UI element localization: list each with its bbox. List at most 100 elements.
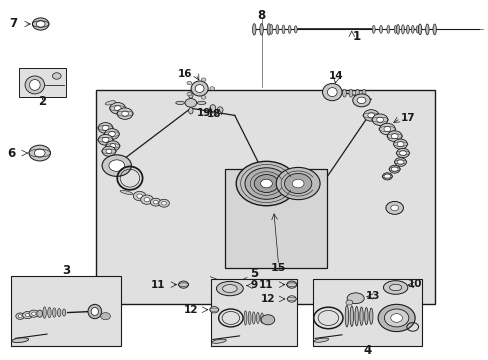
Ellipse shape — [29, 80, 40, 90]
Ellipse shape — [37, 310, 42, 317]
Circle shape — [102, 137, 109, 142]
Circle shape — [102, 146, 116, 156]
Ellipse shape — [188, 92, 193, 98]
Circle shape — [382, 173, 391, 180]
Ellipse shape — [269, 24, 272, 35]
Ellipse shape — [346, 293, 364, 303]
Ellipse shape — [211, 339, 226, 343]
Ellipse shape — [355, 89, 359, 97]
Ellipse shape — [364, 307, 367, 325]
Ellipse shape — [252, 312, 255, 324]
Circle shape — [32, 18, 49, 30]
Circle shape — [29, 145, 50, 161]
Ellipse shape — [294, 26, 297, 33]
Text: 11: 11 — [150, 280, 164, 289]
Circle shape — [379, 123, 394, 135]
Ellipse shape — [417, 24, 421, 35]
Circle shape — [276, 167, 320, 200]
Circle shape — [32, 312, 36, 315]
Circle shape — [108, 131, 115, 136]
Circle shape — [260, 179, 272, 188]
Bar — [19, 68, 65, 98]
Text: 13: 13 — [365, 291, 379, 301]
Text: 4: 4 — [363, 345, 371, 357]
Text: 2: 2 — [38, 95, 46, 108]
Ellipse shape — [361, 89, 365, 97]
Text: 5: 5 — [249, 267, 258, 280]
Circle shape — [36, 21, 45, 27]
Ellipse shape — [260, 313, 263, 323]
Ellipse shape — [244, 311, 246, 325]
Circle shape — [22, 311, 32, 319]
Circle shape — [390, 134, 397, 139]
Circle shape — [393, 139, 407, 149]
Circle shape — [144, 198, 149, 202]
Circle shape — [117, 108, 133, 120]
Ellipse shape — [53, 308, 56, 317]
Ellipse shape — [354, 306, 358, 326]
Circle shape — [18, 315, 22, 318]
Text: 8: 8 — [257, 9, 265, 22]
Circle shape — [390, 314, 402, 322]
Circle shape — [345, 300, 352, 305]
Ellipse shape — [195, 85, 203, 93]
Text: 7: 7 — [9, 18, 17, 31]
Circle shape — [292, 179, 304, 188]
Ellipse shape — [216, 282, 243, 296]
Ellipse shape — [188, 108, 193, 114]
Ellipse shape — [48, 307, 51, 318]
Circle shape — [153, 201, 158, 204]
Circle shape — [178, 281, 188, 288]
Ellipse shape — [322, 84, 341, 101]
Ellipse shape — [175, 101, 184, 104]
Circle shape — [110, 144, 116, 148]
Circle shape — [261, 315, 274, 325]
Circle shape — [284, 174, 311, 194]
Circle shape — [16, 313, 24, 319]
Circle shape — [376, 117, 383, 122]
Circle shape — [186, 92, 191, 96]
Circle shape — [110, 103, 125, 114]
Circle shape — [158, 199, 169, 207]
Bar — [11, 276, 121, 346]
Ellipse shape — [282, 25, 285, 34]
Circle shape — [106, 149, 112, 153]
Circle shape — [356, 97, 365, 104]
Circle shape — [98, 122, 113, 133]
Text: 19: 19 — [196, 108, 210, 118]
Circle shape — [162, 202, 166, 205]
Circle shape — [396, 148, 408, 158]
Ellipse shape — [222, 285, 237, 293]
Ellipse shape — [12, 338, 29, 342]
Ellipse shape — [191, 81, 208, 96]
Circle shape — [394, 158, 406, 166]
Bar — [224, 169, 327, 268]
Circle shape — [367, 113, 374, 118]
Circle shape — [109, 160, 124, 171]
Circle shape — [186, 81, 191, 85]
Circle shape — [371, 114, 387, 125]
Circle shape — [114, 106, 121, 111]
Ellipse shape — [217, 107, 223, 113]
Ellipse shape — [266, 24, 270, 35]
Circle shape — [141, 195, 153, 204]
Circle shape — [286, 281, 296, 288]
Text: 3: 3 — [62, 264, 70, 277]
Ellipse shape — [371, 26, 374, 33]
Circle shape — [98, 134, 113, 145]
Text: 6: 6 — [7, 147, 16, 159]
Circle shape — [384, 309, 408, 327]
Circle shape — [201, 78, 205, 81]
Ellipse shape — [345, 305, 348, 327]
Text: 12: 12 — [260, 294, 275, 304]
Circle shape — [244, 168, 287, 199]
Circle shape — [150, 198, 161, 206]
Ellipse shape — [256, 312, 259, 324]
Text: 17: 17 — [400, 113, 414, 123]
Ellipse shape — [406, 25, 408, 34]
Ellipse shape — [393, 26, 396, 33]
Circle shape — [377, 304, 414, 332]
Circle shape — [137, 194, 142, 198]
Ellipse shape — [369, 308, 372, 324]
Ellipse shape — [58, 309, 61, 317]
